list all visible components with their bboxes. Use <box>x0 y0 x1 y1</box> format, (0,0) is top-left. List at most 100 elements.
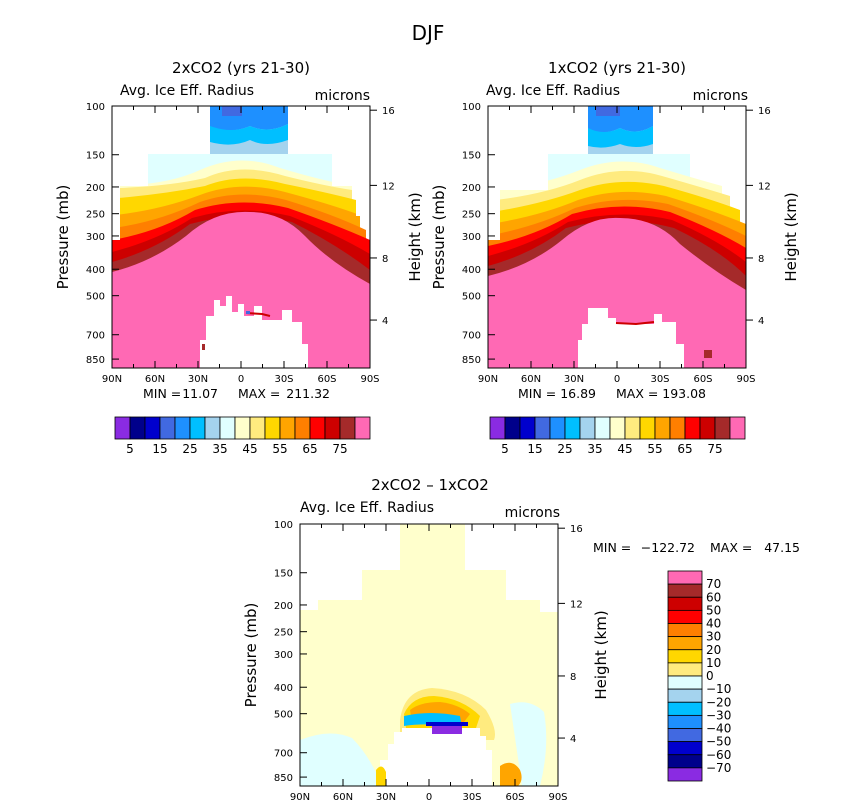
surface-anomaly-line <box>615 321 655 326</box>
colorbar-swatch <box>667 701 703 716</box>
cyan-lower-left <box>300 733 382 786</box>
contour-field <box>112 106 370 368</box>
missing-region <box>578 308 684 368</box>
colorbar-label: 0 <box>706 669 714 683</box>
y-tick-label: 250 <box>274 628 293 639</box>
colorbar-swatch <box>114 416 131 440</box>
y-tick-label: 200 <box>86 183 105 194</box>
y-tick-label: 850 <box>462 355 481 366</box>
colorbar-label: 35 <box>212 442 227 456</box>
colorbar-label: −20 <box>706 695 731 709</box>
x-tick-label: 90S <box>736 374 755 385</box>
panel-title: 2xCO2 – 1xCO2 <box>371 476 489 494</box>
surface-dot <box>704 350 712 358</box>
colorbar-swatch <box>174 416 191 440</box>
x-tick-label: 90N <box>478 374 498 385</box>
missing-upper-right <box>288 106 370 216</box>
x-tick-label: 30S <box>462 792 481 803</box>
colorbar-swatch <box>489 416 506 440</box>
y2-tick-label: 8 <box>758 254 764 265</box>
colorbar-label: 40 <box>706 617 721 631</box>
max-label: MAX = <box>710 540 752 555</box>
colorbar-swatch <box>669 416 686 440</box>
orange-lower-right <box>500 762 522 786</box>
max-value: 211.32 <box>286 386 330 401</box>
colorbar-swatch <box>354 416 371 440</box>
max-value: 47.15 <box>764 540 800 555</box>
missing-region <box>380 728 492 786</box>
colorbar-swatch <box>667 728 703 743</box>
upper-cap-deep <box>596 106 620 116</box>
colorbar-swatch <box>667 675 703 690</box>
right-header: microns <box>505 505 560 521</box>
colorbar-swatch <box>667 767 703 782</box>
upper-cap-mid <box>588 126 653 148</box>
colorbar-label: 25 <box>557 442 572 456</box>
y2-tick-label: 4 <box>758 316 764 327</box>
colorbar-swatch <box>699 416 716 440</box>
y2-tick-label: 12 <box>758 181 771 192</box>
y-tick-label: 500 <box>274 710 293 721</box>
y-tick-label: 100 <box>86 102 105 113</box>
contour-field <box>488 106 746 368</box>
panel-title: 1xCO2 (yrs 21-30) <box>548 59 686 77</box>
y-tick-label: 150 <box>274 569 293 580</box>
colorbar-label: 15 <box>152 442 167 456</box>
colorbar-label: 25 <box>182 442 197 456</box>
y2-tick-label: 8 <box>382 254 388 265</box>
y-tick-label: 300 <box>274 650 293 661</box>
x-tick-label: 0 <box>238 374 244 385</box>
min-label: MIN = <box>518 386 556 401</box>
negative-edge <box>426 722 468 726</box>
min-value: −122.72 <box>641 540 695 555</box>
colorbar-label: 50 <box>706 603 721 617</box>
y-tick-label: 500 <box>86 292 105 303</box>
y-axis-label: Pressure (mb) <box>430 185 448 290</box>
colorbar-label: 15 <box>527 442 542 456</box>
colorbar-swatch <box>309 416 326 440</box>
colorbar-swatch <box>667 596 703 611</box>
y-tick-label: 150 <box>462 151 481 162</box>
pink-core <box>112 211 370 368</box>
x-tick-label: 60S <box>693 374 712 385</box>
x-tick-label: 60N <box>333 792 353 803</box>
missing-upper-left <box>112 106 210 240</box>
colorbar-swatch <box>667 688 703 703</box>
x-tick-label: 30N <box>376 792 396 803</box>
max-label: MAX = <box>238 386 280 401</box>
x-tick-label: 60S <box>317 374 336 385</box>
colorbar-label: −50 <box>706 735 731 749</box>
y-tick-label: 700 <box>274 749 293 760</box>
colorbar-label: 70 <box>706 577 721 591</box>
panel-title: 2xCO2 (yrs 21-30) <box>172 59 310 77</box>
y2-tick-label: 8 <box>570 672 576 683</box>
x-tick-label: 0 <box>426 792 432 803</box>
min-value: 16.89 <box>560 386 596 401</box>
y-tick-label: 250 <box>86 210 105 221</box>
x-tick-label: 30N <box>188 374 208 385</box>
colorbar-swatch <box>129 416 146 440</box>
colorbar-label: 75 <box>332 442 347 456</box>
colorbar-label: 45 <box>242 442 257 456</box>
colorbar-swatch <box>667 662 703 677</box>
colorbar-swatch <box>519 416 536 440</box>
missing-upper-right <box>653 106 746 212</box>
panel-difference: 2xCO2 – 1xCO2 Avg. Ice Eff. Radius micro… <box>242 476 800 803</box>
y-tick-label: 400 <box>462 265 481 276</box>
strong-negative-core <box>432 724 462 734</box>
contour-field <box>300 524 558 786</box>
colorbar-swatch <box>279 416 296 440</box>
colorbar-swatch <box>594 416 611 440</box>
colorbar-label: 60 <box>706 590 721 604</box>
missing-region <box>200 296 308 368</box>
left-header: Avg. Ice Eff. Radius <box>486 83 620 99</box>
left-header: Avg. Ice Eff. Radius <box>120 83 254 99</box>
colorbar-swatch <box>564 416 581 440</box>
surface-dot <box>202 344 205 350</box>
colorbar-label: −40 <box>706 722 731 736</box>
upper-cap-mid <box>210 124 288 145</box>
x-tick-label: 30S <box>650 374 669 385</box>
colorbar-label: −70 <box>706 761 731 775</box>
colorbar-swatch <box>609 416 626 440</box>
y-tick-label: 700 <box>462 331 481 342</box>
